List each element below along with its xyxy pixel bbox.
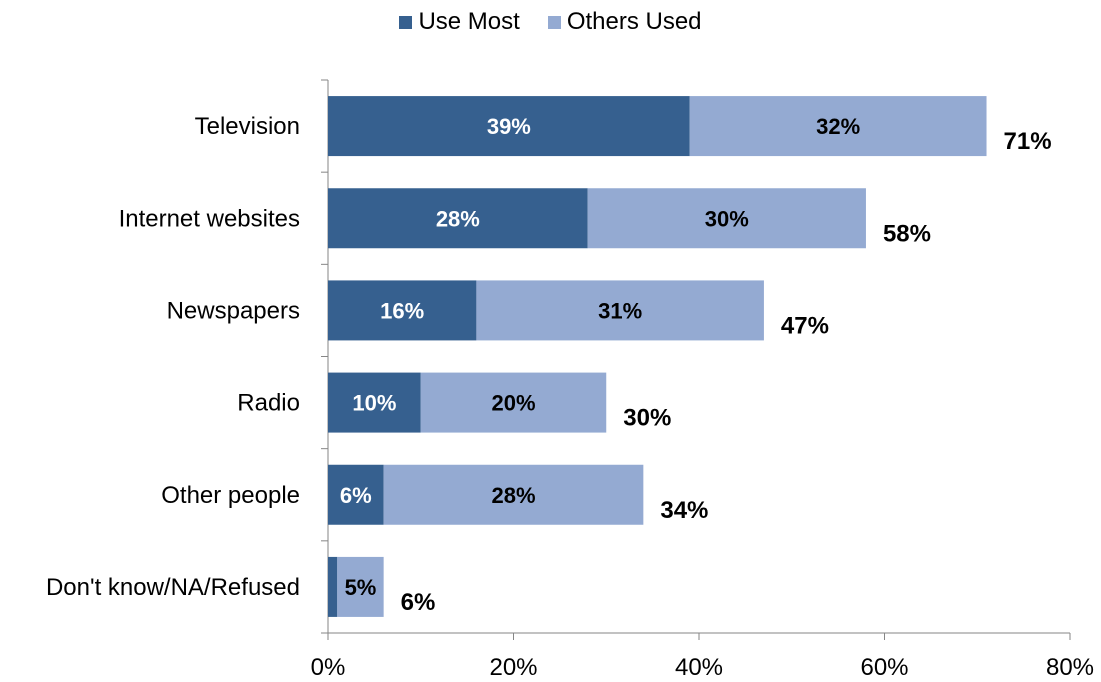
bar-segment (328, 556, 338, 617)
category-label: Newspapers (167, 297, 300, 324)
category-label: Internet websites (119, 205, 300, 232)
chart-legend: Use Most Others Used (0, 8, 1101, 36)
total-label: 47% (781, 312, 829, 339)
x-tick-label: 20% (489, 654, 537, 681)
legend-label-use-most: Use Most (418, 8, 520, 35)
total-label: 34% (660, 497, 708, 524)
category-label: Television (195, 113, 300, 140)
legend-swatch-others-used (547, 15, 561, 29)
total-label: 6% (401, 589, 436, 616)
x-tick-label: 60% (860, 654, 908, 681)
bar-segment (383, 464, 644, 525)
legend-swatch-use-most (399, 15, 413, 29)
data-label: 28% (436, 206, 480, 231)
data-label: 31% (598, 298, 642, 323)
data-label: 6% (340, 483, 372, 508)
bar-segment (337, 556, 384, 617)
data-label: 5% (345, 575, 377, 600)
bar-segment (328, 188, 588, 249)
bar-segment (587, 188, 866, 249)
legend-label-others-used: Others Used (566, 8, 702, 35)
bar-segment (328, 280, 477, 341)
bar-segment (420, 372, 607, 433)
data-label: 16% (380, 298, 424, 323)
data-label: 30% (705, 206, 749, 231)
total-label: 30% (623, 405, 671, 432)
bar-segment (328, 96, 690, 157)
data-label: 28% (491, 483, 535, 508)
x-tick-label: 40% (675, 654, 723, 681)
data-label: 32% (816, 114, 860, 139)
legend-item-use-most: Use Most (399, 8, 520, 36)
data-label: 20% (491, 391, 535, 416)
category-label: Other people (161, 482, 300, 509)
category-label: Radio (237, 390, 300, 417)
data-label: 10% (352, 391, 396, 416)
total-label: 71% (1004, 128, 1052, 155)
x-tick-label: 0% (311, 654, 346, 681)
bar-segment (328, 372, 421, 433)
bar-segment (476, 280, 764, 341)
category-label: Don't know/NA/Refused (46, 574, 300, 601)
data-label: 39% (487, 114, 531, 139)
x-tick-label: 80% (1046, 654, 1094, 681)
bar-segment (328, 464, 384, 525)
bar-segment (689, 96, 987, 157)
total-label: 58% (883, 220, 931, 247)
legend-item-others-used: Others Used (547, 8, 702, 36)
